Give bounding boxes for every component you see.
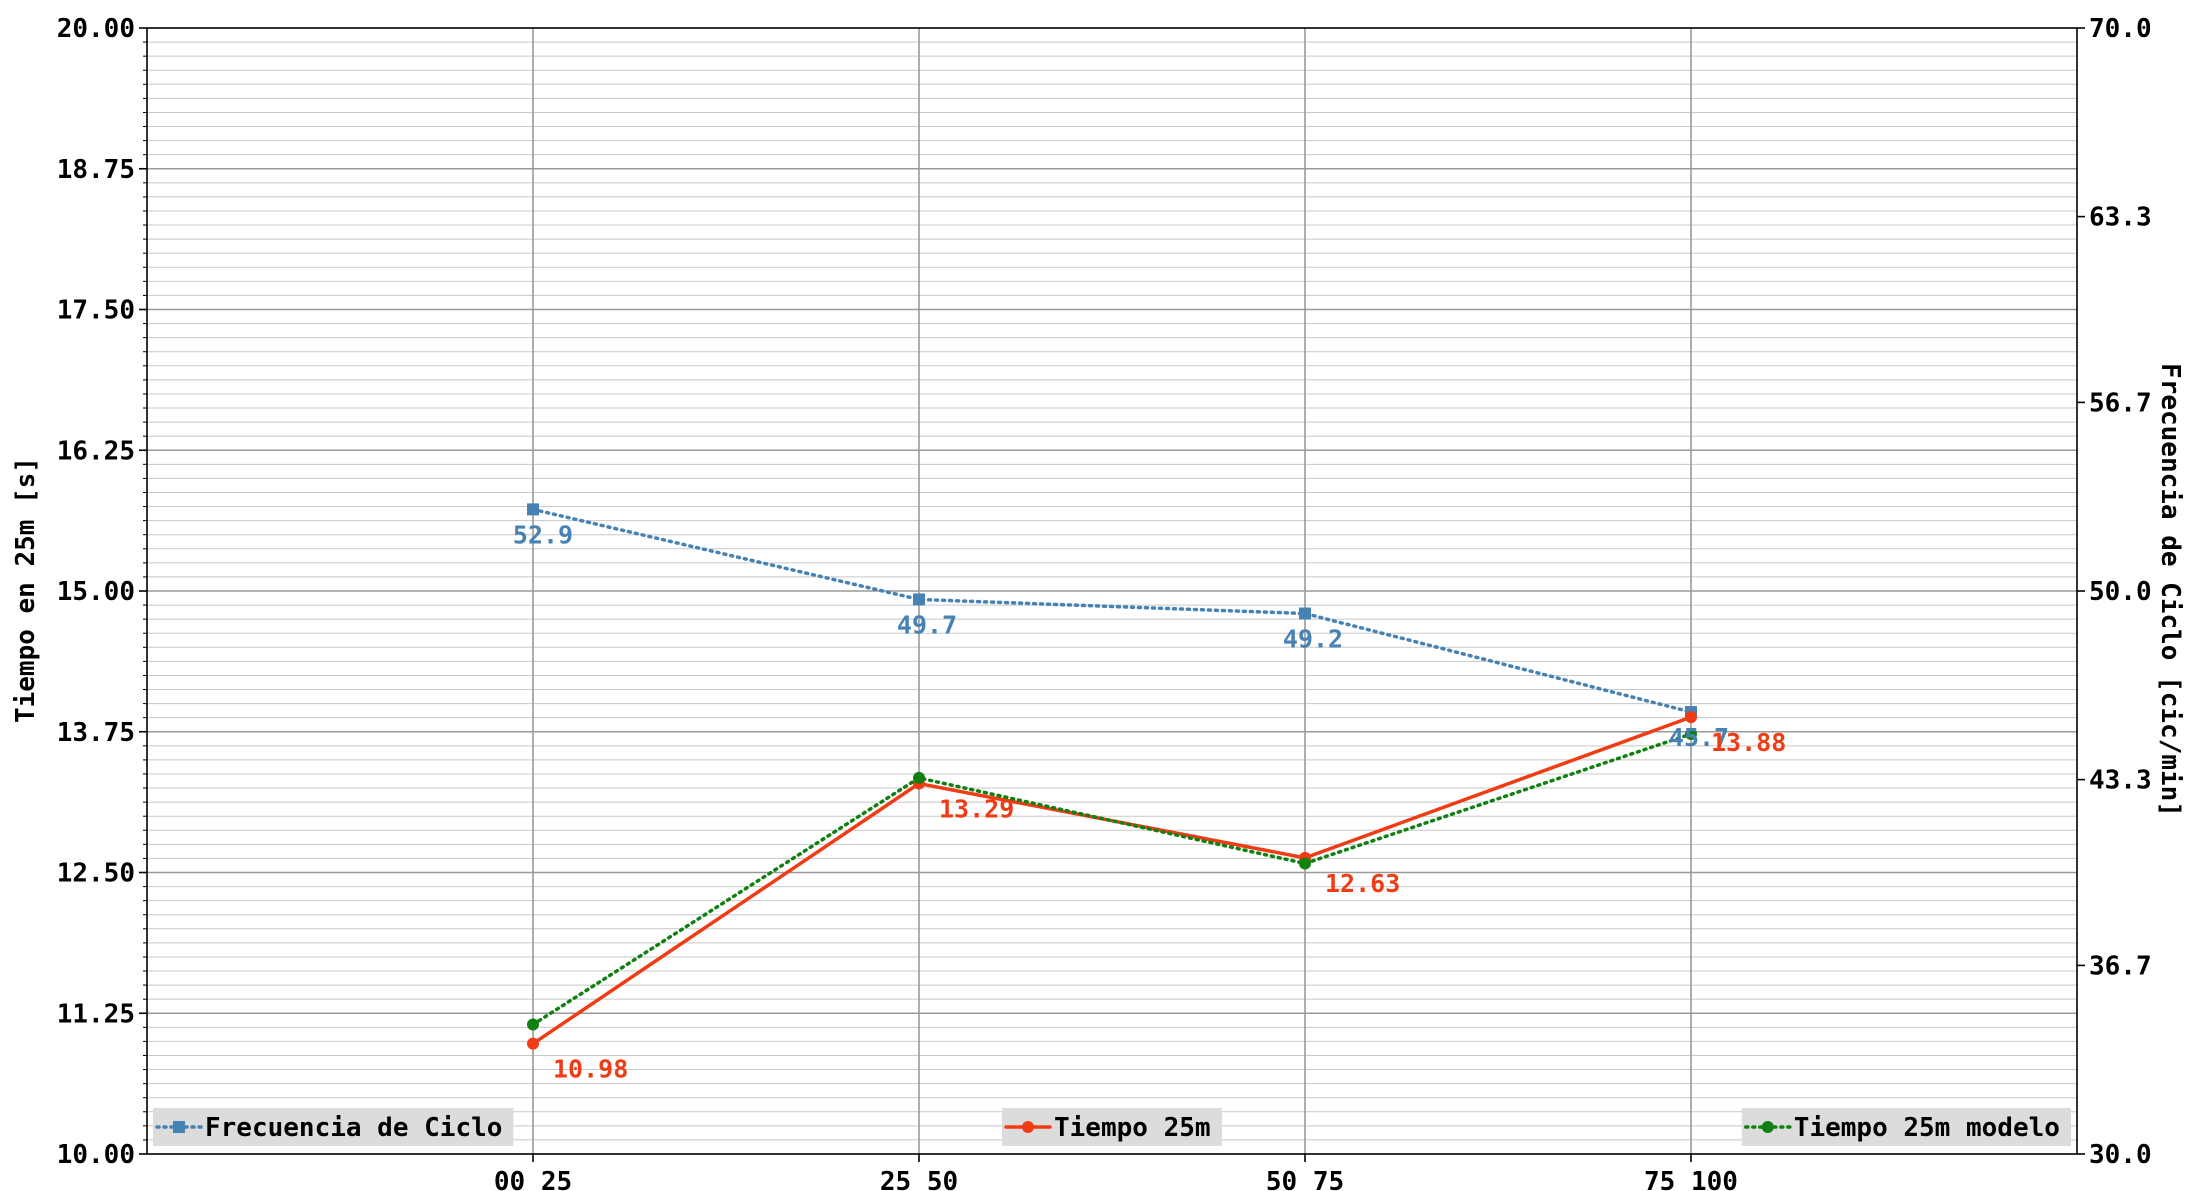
y-axis-label-right: Frecuencia de Ciclo [cic/min] xyxy=(2155,363,2185,817)
data-label: 12.63 xyxy=(1325,869,1400,898)
x-tick-label: 75_100 xyxy=(1644,1167,1738,1191)
x-ticks: 00_25 25_50 50_75 75_100 xyxy=(494,1154,1738,1191)
legend-marker xyxy=(173,1121,185,1133)
data-labels: 52.9 49.7 49.2 45.7 10.98 13.29 12.63 13.88 xyxy=(513,520,1786,1083)
data-point xyxy=(913,593,925,606)
series-line xyxy=(531,715,1693,1046)
series-layer xyxy=(527,503,1697,1050)
y-axis-label-left: Tiempo en 25m [s] xyxy=(11,457,41,723)
x-tick-label: 25_50 xyxy=(880,1167,958,1191)
y-right-tick-label: 70.0 xyxy=(2089,14,2152,44)
legend-label: Tiempo 25m xyxy=(1054,1113,1211,1143)
left-y-ticks: 10.00 11.25 12.50 13.75 15.00 16.25 17.50 18.75… xyxy=(57,14,147,1170)
legend-background xyxy=(153,1108,514,1146)
data-point xyxy=(1685,711,1697,724)
right-y-ticks: 30.0 36.7 43.3 50.0 56.7 63.3 70.0 xyxy=(2077,14,2152,1170)
x-tick-label: 00_25 xyxy=(494,1167,572,1191)
series-line xyxy=(531,732,1693,1027)
data-point xyxy=(527,503,539,516)
legend-label: Tiempo 25m modelo xyxy=(1794,1113,2060,1143)
y-tick-label: 20.00 xyxy=(57,14,135,44)
data-label: 10.98 xyxy=(553,1055,628,1084)
y-tick-label: 10.00 xyxy=(57,1140,135,1170)
y-right-tick-label: 30.0 xyxy=(2089,1140,2152,1170)
minor-grid xyxy=(143,41,2077,1141)
y-tick-label: 11.25 xyxy=(57,999,135,1029)
series-line xyxy=(531,507,1693,714)
y-right-tick-label: 50.0 xyxy=(2089,577,2152,607)
y-tick-label: 13.75 xyxy=(57,718,135,748)
y-right-tick-label: 36.7 xyxy=(2089,951,2152,981)
data-point xyxy=(1299,857,1311,870)
data-label: 52.9 xyxy=(513,520,573,549)
y-tick-label: 17.50 xyxy=(57,296,135,326)
data-point xyxy=(913,771,925,784)
data-point xyxy=(527,1037,539,1050)
y-right-tick-label: 63.3 xyxy=(2089,203,2152,233)
y-tick-label: 12.50 xyxy=(57,859,135,889)
legend-background xyxy=(1741,1108,2071,1146)
legend-box: Tiempo 25m modelo xyxy=(1741,1108,2071,1146)
legend-marker xyxy=(1761,1121,1774,1133)
x-tick-label: 50_75 xyxy=(1266,1167,1344,1191)
data-label: 45.7 xyxy=(1669,723,1729,752)
data-point xyxy=(527,1018,539,1031)
data-label: 13.88 xyxy=(1711,728,1786,757)
y-tick-label: 16.25 xyxy=(57,436,135,466)
y-tick-label: 15.00 xyxy=(57,577,135,607)
y-right-tick-label: 43.3 xyxy=(2089,766,2152,796)
legend-marker xyxy=(1022,1121,1034,1133)
major-grid xyxy=(147,28,2077,1154)
data-point xyxy=(1685,728,1697,741)
y-right-tick-label: 56.7 xyxy=(2089,388,2152,418)
data-label: 49.7 xyxy=(897,610,957,639)
legend-box: Frecuencia de Ciclo xyxy=(153,1108,514,1146)
legend-label: Frecuencia de Ciclo xyxy=(205,1113,502,1143)
legends: Frecuencia de Ciclo Tiempo 25m Tiempo 25m … xyxy=(153,1108,2071,1146)
data-point xyxy=(1299,607,1311,620)
data-label: 49.2 xyxy=(1283,625,1343,654)
legend-box: Tiempo 25m xyxy=(1002,1108,1222,1146)
y-tick-label: 18.75 xyxy=(57,155,135,185)
data-label: 13.29 xyxy=(939,795,1014,824)
